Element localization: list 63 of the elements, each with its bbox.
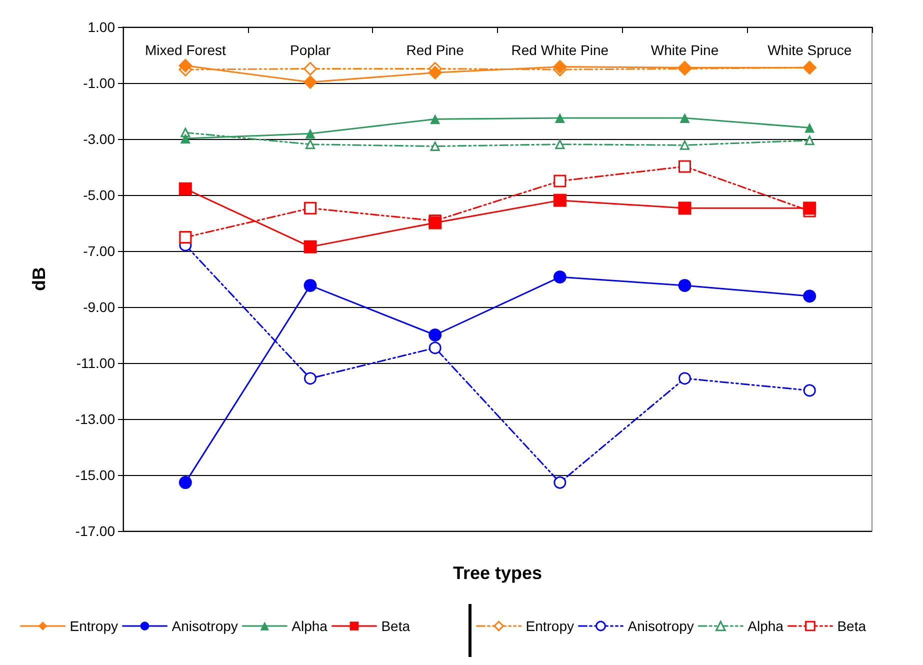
legend-label: Beta bbox=[381, 618, 410, 634]
legend-label: Entropy bbox=[526, 618, 574, 634]
point bbox=[428, 66, 442, 80]
point bbox=[804, 122, 815, 133]
point bbox=[430, 114, 440, 124]
y-tick-label: 1.00 bbox=[88, 19, 116, 35]
x-tick-label: Red White Pine bbox=[511, 42, 609, 58]
point bbox=[428, 328, 442, 342]
point bbox=[554, 113, 565, 123]
point bbox=[555, 140, 565, 150]
point bbox=[804, 136, 814, 146]
point bbox=[179, 231, 192, 244]
point bbox=[803, 384, 816, 397]
point bbox=[678, 278, 692, 292]
y-tick-label: -13.00 bbox=[75, 411, 116, 427]
legend-label: Anisotropy bbox=[628, 618, 694, 634]
point bbox=[180, 133, 190, 144]
point bbox=[430, 142, 440, 152]
point bbox=[305, 128, 316, 139]
point bbox=[304, 62, 317, 76]
point bbox=[306, 140, 315, 150]
y-axis-title: dB bbox=[29, 267, 49, 291]
legend-label: Alpha bbox=[748, 618, 784, 634]
y-tick-label: -1.00 bbox=[83, 75, 116, 91]
point bbox=[680, 140, 690, 150]
point bbox=[803, 290, 816, 303]
point bbox=[803, 202, 816, 215]
point bbox=[178, 58, 192, 73]
y-tick-label: -9.00 bbox=[83, 299, 116, 315]
point bbox=[304, 372, 316, 385]
point bbox=[178, 476, 192, 490]
point bbox=[304, 202, 316, 214]
x-tick-label: Mixed Forest bbox=[144, 42, 226, 58]
legend-label: Entropy bbox=[70, 618, 118, 634]
legend-label: Anisotropy bbox=[172, 618, 238, 634]
point bbox=[304, 278, 317, 292]
x-tick-label: Red Pine bbox=[406, 42, 464, 58]
point bbox=[304, 240, 317, 254]
y-tick-label: -3.00 bbox=[83, 131, 116, 147]
point bbox=[554, 476, 566, 489]
point bbox=[552, 60, 567, 74]
legend-label: Beta bbox=[837, 618, 866, 634]
point bbox=[178, 182, 192, 196]
point bbox=[680, 113, 690, 123]
x-tick-label: White Pine bbox=[650, 42, 719, 58]
point bbox=[303, 75, 318, 90]
x-tick-label: Poplar bbox=[290, 42, 331, 58]
y-tick-label: -17.00 bbox=[75, 523, 116, 539]
x-axis-title: Tree types bbox=[452, 563, 542, 583]
point bbox=[553, 194, 566, 207]
y-tick-label: -7.00 bbox=[83, 243, 116, 259]
y-tick-label: -5.00 bbox=[83, 187, 116, 203]
y-tick-label: -15.00 bbox=[75, 467, 116, 483]
point bbox=[554, 174, 566, 188]
point bbox=[678, 372, 691, 385]
x-tick-label: White Spruce bbox=[768, 42, 852, 58]
point bbox=[553, 270, 566, 284]
point bbox=[428, 216, 442, 230]
y-tick-label: -11.00 bbox=[76, 355, 116, 371]
point bbox=[678, 160, 691, 173]
point bbox=[678, 202, 692, 215]
legend-label: Alpha bbox=[292, 618, 328, 634]
point bbox=[428, 342, 442, 354]
